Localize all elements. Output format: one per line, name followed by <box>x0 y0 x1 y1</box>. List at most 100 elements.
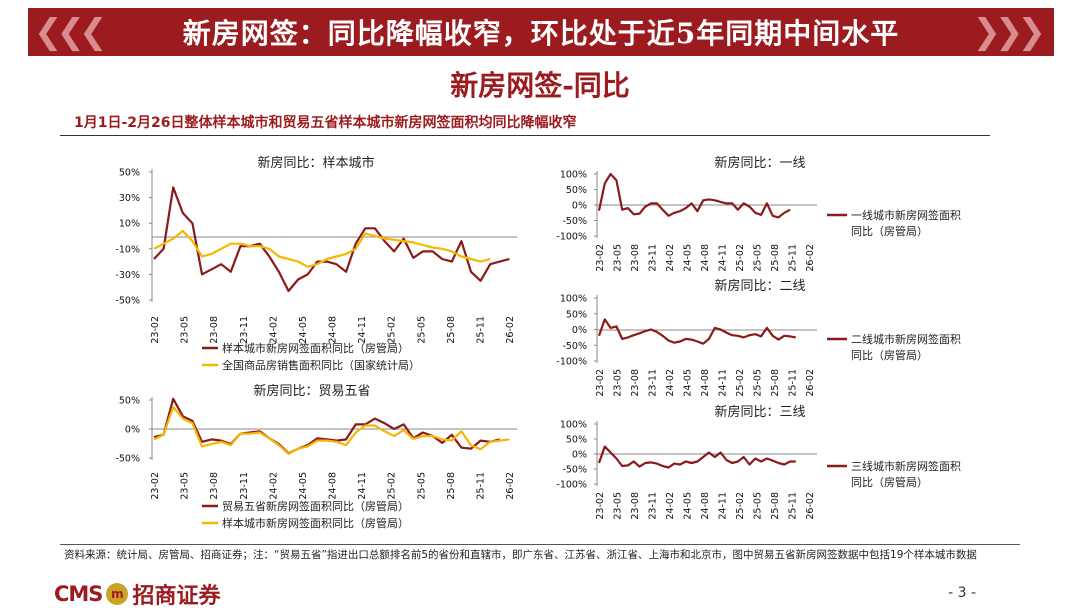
x-tick-label: 25-08 <box>770 369 781 397</box>
source-note: 资料来源：统计局、房管局、招商证券；注：“贸易五省”指进出口总额排名前5的省份和… <box>64 549 977 561</box>
x-tick-label: 25-05 <box>416 472 427 500</box>
title-banner: ❮❮❮ 新房网签：同比降幅收窄，环比处于近5年同期中间水平 ❯❯❯ <box>28 8 1054 56</box>
y-tick-label: -50% <box>562 341 587 352</box>
page-title: 新房网签：同比降幅收窄，环比处于近5年同期中间水平 <box>182 17 900 50</box>
x-tick-label: 23-05 <box>613 369 624 397</box>
y-tick-label: 0% <box>572 201 587 212</box>
x-tick-label: 23-11 <box>239 472 250 500</box>
y-tick-label: 0% <box>125 425 140 436</box>
legend-label: 贸易五省新房网签面积同比（房管局） <box>222 499 409 513</box>
x-tick-label: 25-02 <box>387 472 398 500</box>
x-tick-label: 25-11 <box>475 472 486 500</box>
legend-label: 样本城市新房网签面积同比（房管局） <box>222 341 409 355</box>
series-line-tier1-0 <box>597 172 791 219</box>
x-tick-label: 23-11 <box>239 316 250 344</box>
x-tick-label: 23-02 <box>150 316 161 344</box>
series-line-five_prov-0 <box>153 397 501 455</box>
logo-badge-icon: m <box>106 583 129 605</box>
x-tick-label: 25-08 <box>770 492 781 520</box>
x-tick-label: 23-11 <box>648 369 659 397</box>
x-tick-label: 25-08 <box>446 316 457 344</box>
x-tick-label: 24-02 <box>665 369 676 397</box>
y-tick-label: -10% <box>115 244 140 255</box>
chart-caption: 1月1日-2月26日整体样本城市和贸易五省样本城市新房网签面积均同比降幅收窄 <box>74 115 577 131</box>
x-tick-label: 25-11 <box>475 316 486 344</box>
y-tick-label: -100% <box>556 232 587 243</box>
series-line-tier3-0 <box>597 445 796 469</box>
section-subheading: 新房网签-同比 <box>450 69 630 102</box>
x-tick-label: 24-11 <box>718 492 729 520</box>
x-tick-label: 25-02 <box>387 316 398 344</box>
y-tick-label: 30% <box>119 193 140 204</box>
x-tick-label: 24-08 <box>700 369 711 397</box>
chart-title-sample: 新房同比：样本城市 <box>257 155 374 171</box>
x-tick-label: 23-08 <box>209 316 220 344</box>
legend-label: 三线城市新房网签面积同比（房管局） <box>851 459 961 489</box>
x-tick-label: 23-11 <box>648 492 659 520</box>
y-tick-label: -100% <box>556 357 587 368</box>
x-tick-label: 24-11 <box>718 244 729 272</box>
x-tick-label: 23-08 <box>630 492 641 520</box>
chart-title-tier1: 新房同比：一线 <box>714 155 805 171</box>
y-tick-label: -100% <box>556 480 587 491</box>
x-tick-label: 24-05 <box>298 472 309 500</box>
x-tick-label: 25-02 <box>735 492 746 520</box>
x-tick-label: 24-02 <box>268 472 279 500</box>
y-tick-label: -50% <box>115 296 140 307</box>
chart-title-tier3: 新房同比：三线 <box>714 404 805 420</box>
x-tick-label: 26-02 <box>805 244 816 272</box>
x-tick-label: 24-11 <box>357 316 368 344</box>
x-tick-label: 25-11 <box>788 492 799 520</box>
y-tick-label: 50% <box>119 396 140 407</box>
y-tick-label: -50% <box>562 216 587 227</box>
x-tick-label: 23-05 <box>613 244 624 272</box>
legend-label: 二线城市新房网签面积同比（房管局） <box>851 332 961 362</box>
x-tick-label: 23-02 <box>595 244 606 272</box>
x-tick-label: 24-11 <box>357 472 368 500</box>
logo-company-name: 招商证券 <box>132 583 221 608</box>
x-tick-label: 24-02 <box>665 244 676 272</box>
right-chevrons: ❯❯❯ <box>972 12 1047 52</box>
x-tick-label: 25-05 <box>753 492 764 520</box>
x-tick-label: 24-08 <box>328 472 339 500</box>
series-line-sample-1 <box>153 229 491 268</box>
x-tick-label: 23-02 <box>595 492 606 520</box>
x-tick-label: 23-05 <box>180 316 191 344</box>
footer-divider <box>60 544 1020 545</box>
x-tick-label: 26-02 <box>805 369 816 397</box>
x-tick-label: 25-11 <box>788 369 799 397</box>
x-tick-label: 25-08 <box>770 244 781 272</box>
x-tick-label: 25-08 <box>446 472 457 500</box>
x-tick-label: 23-08 <box>630 369 641 397</box>
x-tick-label: 25-02 <box>735 369 746 397</box>
x-tick-label: 23-05 <box>613 492 624 520</box>
page-number: - 3 - <box>948 585 976 601</box>
y-tick-label: 100% <box>560 420 587 431</box>
logo-cms-text: CMS <box>54 582 103 606</box>
y-tick-label: 50% <box>566 185 587 196</box>
chart-title-five_prov: 新房同比：贸易五省 <box>253 383 370 399</box>
y-tick-label: -30% <box>115 270 140 281</box>
x-tick-label: 24-08 <box>700 492 711 520</box>
x-tick-label: 25-05 <box>753 244 764 272</box>
legend-label: 样本城市新房网签面积同比（房管局） <box>222 516 409 530</box>
y-tick-label: 10% <box>119 219 140 230</box>
series-line-sample-0 <box>153 186 510 293</box>
caption-divider <box>60 135 990 136</box>
chart-title-tier2: 新房同比：二线 <box>714 278 805 294</box>
x-tick-label: 26-02 <box>505 316 516 344</box>
legend-label: 一线城市新房网签面积同比（房管局） <box>851 208 961 238</box>
x-tick-label: 25-11 <box>788 244 799 272</box>
series-line-tier2-0 <box>597 318 796 345</box>
x-tick-label: 24-08 <box>700 244 711 272</box>
y-tick-label: 50% <box>566 435 587 446</box>
x-tick-label: 24-02 <box>268 316 279 344</box>
y-tick-label: 0% <box>572 325 587 336</box>
y-tick-label: -50% <box>115 454 140 465</box>
x-tick-label: 23-02 <box>595 369 606 397</box>
cms-logo: CMS m 招商证券 <box>54 578 220 608</box>
x-tick-label: 23-11 <box>648 244 659 272</box>
y-tick-label: 50% <box>566 309 587 320</box>
y-tick-label: 50% <box>119 168 140 179</box>
x-tick-label: 25-05 <box>416 316 427 344</box>
